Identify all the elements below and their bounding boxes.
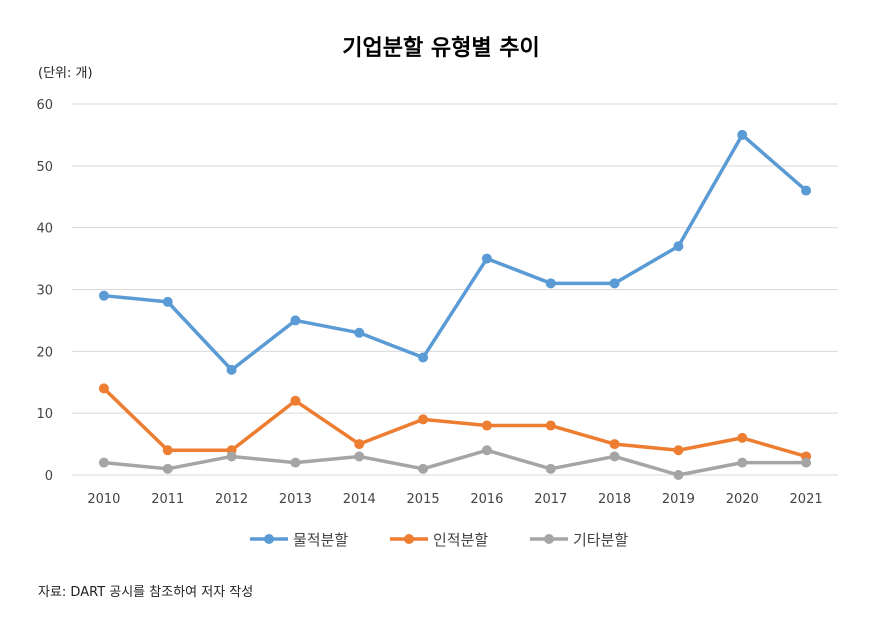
- y-tick-label: 30: [36, 284, 53, 299]
- y-tick-label: 0: [45, 469, 53, 484]
- x-tick-label: 2019: [662, 492, 695, 507]
- x-tick-label: 2017: [534, 492, 567, 507]
- y-tick-label: 40: [36, 222, 53, 237]
- source-note: 자료: DART 공시를 참조하여 저자 작성: [38, 585, 254, 600]
- chart-title: 기업분할 유형별 추이: [342, 36, 540, 61]
- x-tick-label: 2011: [151, 492, 184, 507]
- data-point: [354, 327, 365, 338]
- data-point: [290, 395, 301, 406]
- legend-marker: [264, 534, 274, 544]
- data-point: [226, 451, 237, 462]
- data-point: [162, 463, 173, 474]
- data-point: [737, 129, 748, 140]
- unit-note: (단위: 개): [38, 66, 93, 81]
- x-tick-label: 2018: [598, 492, 631, 507]
- data-point: [481, 445, 492, 456]
- x-tick-label: 2016: [470, 492, 503, 507]
- data-point: [98, 457, 109, 468]
- x-tick-label: 2015: [407, 492, 440, 507]
- data-point: [290, 315, 301, 326]
- data-point: [162, 445, 173, 456]
- data-point: [609, 278, 620, 289]
- series-line: [102, 387, 807, 459]
- x-tick-label: 2020: [726, 492, 759, 507]
- data-point: [673, 470, 684, 480]
- data-point: [418, 414, 429, 425]
- data-point: [354, 439, 365, 450]
- x-tick-label: 2010: [87, 492, 120, 507]
- legend-marker: [404, 534, 414, 544]
- y-tick-label: 20: [36, 345, 53, 360]
- data-point: [673, 241, 684, 252]
- x-tick-label: 2014: [343, 492, 376, 507]
- data-point: [481, 253, 492, 264]
- data-point: [545, 463, 556, 474]
- data-point: [801, 457, 812, 468]
- data-point: [801, 185, 812, 196]
- data-point: [290, 457, 301, 468]
- data-point: [226, 364, 237, 375]
- y-tick-label: 60: [36, 98, 53, 113]
- legend-label: 물적분할: [293, 531, 348, 549]
- data-point: [545, 420, 556, 431]
- y-tick-label: 50: [36, 160, 53, 175]
- data-point: [354, 451, 365, 462]
- x-tick-label: 2021: [790, 492, 823, 507]
- legend-label: 인적분할: [433, 531, 488, 549]
- legend-marker: [544, 534, 554, 544]
- series-line: [103, 448, 807, 477]
- data-point: [673, 445, 684, 456]
- data-point: [98, 383, 109, 394]
- x-tick-label: 2012: [215, 492, 248, 507]
- data-point: [545, 278, 556, 289]
- data-point: [418, 352, 429, 363]
- data-point: [737, 432, 748, 443]
- series-line: [103, 133, 808, 372]
- y-tick-label: 10: [36, 407, 53, 422]
- data-point: [609, 451, 620, 462]
- data-point: [609, 439, 620, 450]
- data-point: [481, 420, 492, 431]
- data-point: [162, 296, 173, 307]
- data-point: [418, 463, 429, 474]
- data-point: [737, 457, 748, 468]
- legend-label: 기타분할: [573, 531, 628, 549]
- x-tick-label: 2013: [279, 492, 312, 507]
- data-point: [98, 290, 109, 301]
